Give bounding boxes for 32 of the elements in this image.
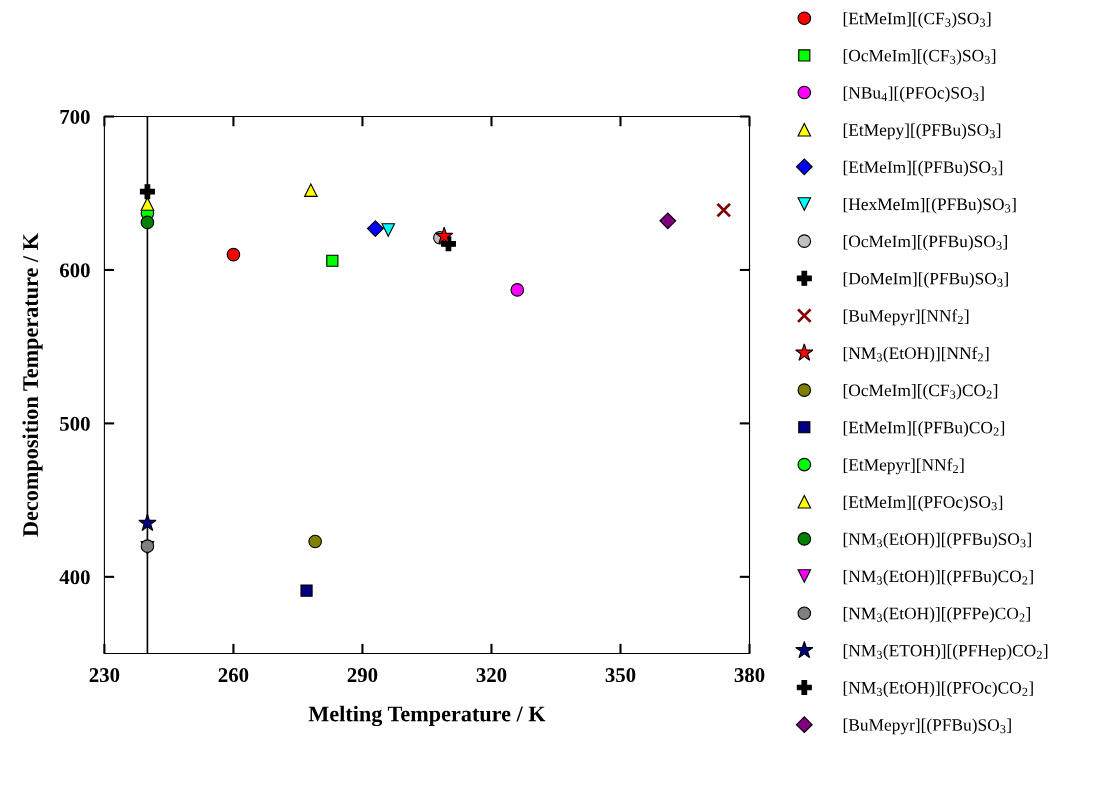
legend-label: [NM$_{3}$(EtOH)][(PFBu)CO$_{2}$]: [843, 569, 1033, 586]
y-tick-label: 500: [60, 416, 90, 431]
legend-label: [BuMepyr][NNf$_{2}$]: [843, 309, 969, 326]
legend-label: [EtMeIm][(PFBu)CO$_{2}$]: [843, 421, 1005, 437]
legend-label: [NM$_{3}$(ETOH)][(PFHep)CO$_{2}$]: [843, 644, 1048, 661]
x-tick-label: 230: [89, 668, 120, 683]
legend-label: [EtMeIm][(PFBu)SO$_{3}$]: [843, 160, 1003, 177]
legend-label: [EtMeIm][(PFOc)SO$_{3}$]: [843, 495, 1003, 512]
x-tick-label: 380: [734, 668, 765, 683]
legend-label: [OcMeIm][(CF$_{3}$)SO$_{3}$]: [843, 49, 996, 66]
legend-label: [DoMeIm][(PFBu)SO$_{3}$]: [843, 272, 1008, 288]
y-axis-title: Decomposition Temperature / K: [22, 233, 43, 537]
x-tick-label: 320: [476, 668, 507, 683]
legend-label: [EtMepy][(PFBu)SO$_{3}$]: [843, 123, 1001, 140]
y-tick-label: 400: [59, 570, 90, 585]
x-tick-label: 350: [605, 668, 636, 683]
legend-label: [NM$_{3}$(EtOH)][NNf$_{2}$]: [843, 346, 989, 363]
legend-label: [NM$_{3}$(EtOH)][(PFPe)CO$_{2}$]: [843, 607, 1030, 623]
x-tick-label: 290: [347, 668, 378, 683]
legend-label: [OcMeIm][(PFBu)SO$_{3}$]: [843, 235, 1007, 251]
x-tick-label: 260: [218, 668, 249, 683]
legend-label: [EtMepyr][NNf$_{2}$]: [843, 458, 964, 475]
legend-label: [EtMeIm][(CF$_{3}$)SO$_{3}$]: [843, 12, 991, 28]
legend-label: [HexMeIm][(PFBu)SO$_{3}$]: [843, 197, 1016, 214]
y-tick-label: 700: [60, 109, 90, 124]
legend-label: [NM$_{3}$(EtOH)][(PFBu)SO$_{3}$]: [843, 532, 1031, 549]
y-tick-label: 600: [59, 263, 90, 278]
legend-label: [NBu$_{4}$][(PFOc)SO$_{3}$]: [843, 86, 984, 103]
x-axis-title: Melting Temperature / K: [308, 705, 546, 727]
legend-label: [BuMepyr][(PFBu)SO$_{3}$]: [843, 718, 1011, 735]
legend-label: [NM$_{3}$(EtOH)][(PFOc)CO$_{2}$]: [843, 681, 1033, 698]
legend-label: [OcMeIm][(CF$_{3}$)CO$_{2}$]: [843, 384, 998, 400]
